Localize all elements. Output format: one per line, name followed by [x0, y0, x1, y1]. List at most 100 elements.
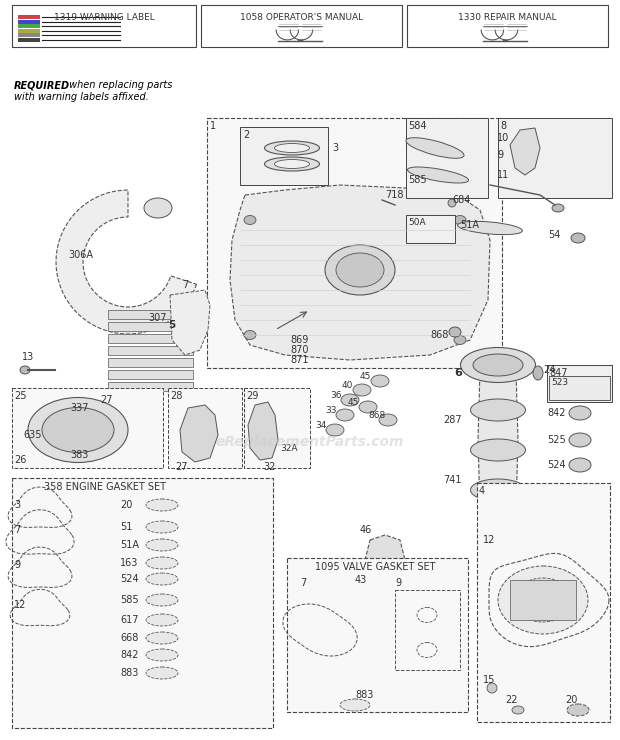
Ellipse shape: [471, 399, 526, 421]
Text: 45: 45: [360, 371, 371, 380]
Bar: [108, 334, 193, 343]
Text: 847: 847: [549, 368, 567, 378]
Text: 868: 868: [368, 411, 385, 420]
Ellipse shape: [407, 167, 469, 183]
Text: 684: 684: [452, 195, 471, 205]
Text: 7: 7: [14, 525, 20, 535]
Text: 54: 54: [548, 230, 560, 240]
Text: 868: 868: [430, 330, 448, 340]
Text: 668: 668: [120, 633, 138, 643]
Polygon shape: [248, 402, 278, 460]
Ellipse shape: [326, 424, 344, 436]
Bar: [108, 310, 193, 319]
Ellipse shape: [379, 414, 397, 426]
Ellipse shape: [513, 578, 573, 622]
Bar: [207, 118, 502, 368]
Text: 1095 VALVE GASKET SET: 1095 VALVE GASKET SET: [315, 562, 435, 572]
Text: 29: 29: [246, 391, 259, 401]
Text: 51A: 51A: [460, 220, 479, 230]
Ellipse shape: [20, 366, 30, 374]
Text: 33: 33: [325, 406, 337, 414]
Bar: [18, 15, 40, 19]
Text: 20: 20: [120, 500, 133, 510]
Ellipse shape: [89, 404, 110, 416]
Text: 524: 524: [120, 574, 139, 584]
Text: 9: 9: [497, 150, 503, 160]
Text: 36: 36: [330, 391, 342, 400]
Ellipse shape: [146, 649, 178, 661]
Text: 7: 7: [182, 280, 188, 290]
Text: 50A: 50A: [408, 218, 425, 227]
Ellipse shape: [78, 444, 98, 456]
Text: 337: 337: [70, 403, 89, 413]
Ellipse shape: [448, 199, 456, 207]
Ellipse shape: [170, 318, 180, 332]
Text: 1319 WARNING LABEL: 1319 WARNING LABEL: [53, 13, 154, 22]
Ellipse shape: [265, 157, 319, 171]
Ellipse shape: [394, 204, 402, 210]
Bar: [108, 346, 193, 355]
Text: 307: 307: [148, 313, 167, 323]
Text: 585: 585: [120, 595, 139, 605]
Text: 4: 4: [479, 486, 485, 496]
Text: 34: 34: [315, 420, 326, 429]
Ellipse shape: [571, 233, 585, 243]
Ellipse shape: [244, 331, 256, 340]
Ellipse shape: [49, 427, 61, 443]
Bar: [108, 382, 193, 391]
Text: 43: 43: [355, 575, 367, 585]
Text: 1: 1: [210, 121, 216, 131]
Ellipse shape: [265, 141, 319, 155]
Polygon shape: [230, 185, 490, 360]
Text: 32: 32: [263, 462, 275, 472]
Bar: [395, 590, 460, 670]
Ellipse shape: [512, 706, 524, 714]
Polygon shape: [170, 290, 210, 355]
Ellipse shape: [454, 215, 466, 224]
Text: 842: 842: [547, 408, 565, 418]
Text: eReplacementParts.com: eReplacementParts.com: [216, 435, 404, 449]
Ellipse shape: [146, 667, 178, 679]
Text: 5: 5: [168, 320, 175, 330]
Ellipse shape: [567, 704, 589, 716]
Text: 617: 617: [120, 615, 138, 625]
Ellipse shape: [471, 439, 526, 461]
Text: 15: 15: [483, 675, 495, 685]
Bar: [12, 478, 273, 728]
Text: 870: 870: [290, 345, 309, 355]
Bar: [108, 322, 193, 331]
Text: 26: 26: [14, 455, 27, 465]
Bar: [18, 38, 40, 41]
Text: 51A: 51A: [120, 540, 139, 550]
Ellipse shape: [471, 479, 526, 501]
Ellipse shape: [498, 566, 588, 634]
Bar: [18, 29, 40, 33]
Ellipse shape: [340, 699, 370, 711]
Ellipse shape: [336, 253, 384, 287]
Text: 635: 635: [24, 430, 42, 440]
Ellipse shape: [359, 401, 377, 413]
Text: 24: 24: [543, 365, 556, 375]
Ellipse shape: [569, 406, 591, 420]
Ellipse shape: [449, 327, 461, 337]
Text: 10: 10: [497, 133, 509, 143]
Text: 12: 12: [483, 535, 495, 545]
Text: 1058 OPERATOR'S MANUAL: 1058 OPERATOR'S MANUAL: [240, 13, 363, 22]
Text: 358 ENGINE GASKET SET: 358 ENGINE GASKET SET: [44, 482, 166, 492]
Ellipse shape: [146, 594, 178, 606]
Text: 718: 718: [385, 190, 404, 200]
Text: 163: 163: [120, 558, 138, 568]
Ellipse shape: [341, 394, 359, 406]
Bar: [240, 127, 328, 185]
Bar: [406, 118, 488, 198]
Text: 22: 22: [505, 695, 518, 705]
Text: 27: 27: [175, 462, 187, 472]
Text: 25: 25: [14, 391, 27, 401]
Text: 584: 584: [408, 121, 427, 131]
Text: 28: 28: [170, 391, 182, 401]
Text: 883: 883: [120, 668, 138, 678]
Ellipse shape: [28, 397, 128, 462]
Text: 7: 7: [300, 578, 306, 588]
Bar: [168, 388, 242, 468]
Text: 9: 9: [395, 578, 401, 588]
